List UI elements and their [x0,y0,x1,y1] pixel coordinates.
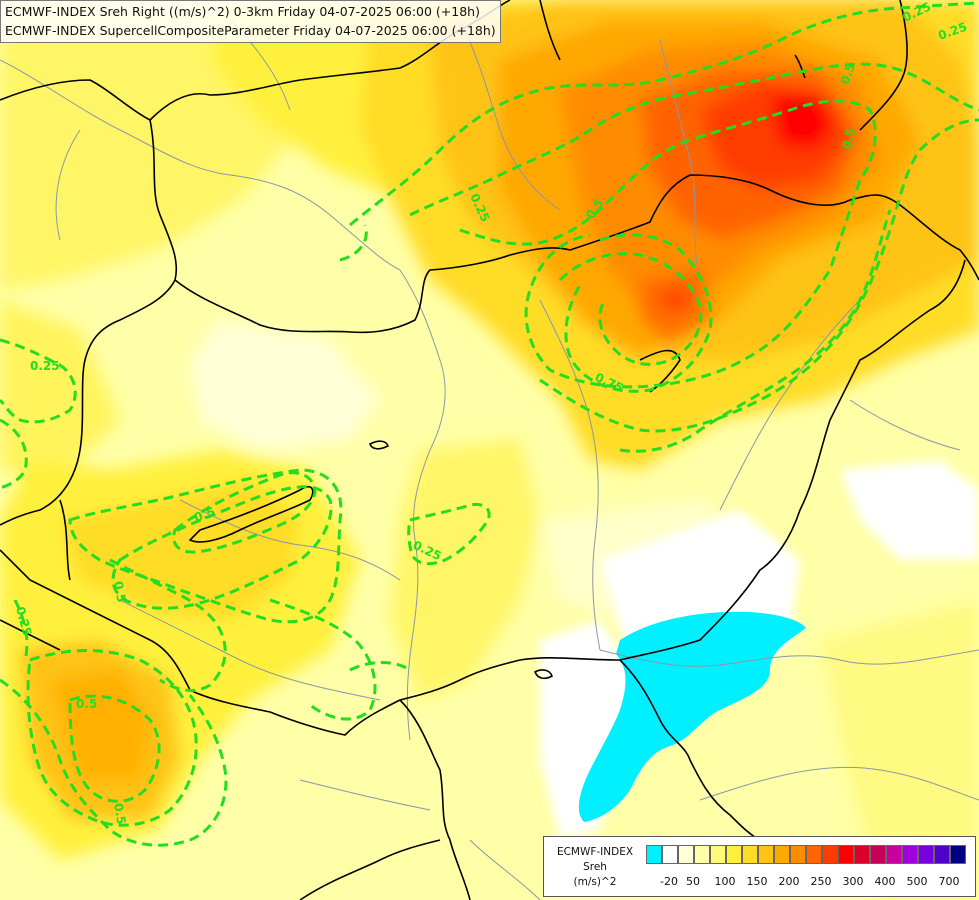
contour-label: 0.5 [192,504,217,524]
map-title-line-1: ECMWF-INDEX Sreh Right ((m/s)^2) 0-3km F… [5,4,480,19]
legend-title: ECMWF-INDEX Sreh (m/s)^2 [548,845,642,890]
contour-label: 0.5 [838,61,858,86]
legend-title-line-2: Sreh [583,861,607,873]
contour-label: 0.25 [30,359,60,373]
legend-swatch [678,845,694,864]
legend-tick-label: 100 [714,875,736,888]
color-legend: ECMWF-INDEX Sreh (m/s)^2 -20 50 100 150 200 2… [543,836,976,897]
legend-tick-label: 300 [842,875,864,888]
map-title-line-2: ECMWF-INDEX SupercellCompositeParameter … [5,23,496,38]
legend-swatch [742,845,758,864]
rivers [0,19,979,900]
legend-title-line-3: (m/s)^2 [573,876,617,888]
contour-label: 0.5 [111,580,128,603]
legend-swatch [726,845,742,864]
legend-swatch [774,845,790,864]
legend-swatch [902,845,918,864]
legend-swatch [806,845,822,864]
legend-swatch [934,845,950,864]
legend-swatch [758,845,774,864]
legend-swatch [838,845,854,864]
legend-swatch [694,845,710,864]
legend-tick-label: 700 [938,875,960,888]
legend-tick-label: 150 [746,875,768,888]
contour-label: 0.5 [839,127,858,151]
legend-tick-label: 50 [686,875,700,888]
legend-swatch [822,845,838,864]
contour-labels: 0.25 0.25 0.5 0.5 0.75 0.25 0.5 0.25 0.5… [13,0,969,825]
legend-swatch [854,845,870,864]
legend-swatch [662,845,678,864]
map-title-box: ECMWF-INDEX Sreh Right ((m/s)^2) 0-3km F… [0,0,501,43]
scp-contours [0,1,979,847]
contour-label: 0.5 [76,697,97,711]
legend-swatch [950,845,966,864]
legend-swatch [710,845,726,864]
legend-swatch [790,845,806,864]
legend-swatch [870,845,886,864]
legend-tick-label: 400 [874,875,896,888]
legend-swatch [886,845,902,864]
legend-tick-label: 500 [906,875,928,888]
legend-title-line-1: ECMWF-INDEX [556,846,634,858]
legend-tick-label: 200 [778,875,800,888]
legend-swatch [646,845,662,864]
contour-label: 0.5 [111,802,128,825]
legend-tick-label: -20 [660,875,678,888]
legend-swatch [918,845,934,864]
legend-tick-label: 250 [810,875,832,888]
